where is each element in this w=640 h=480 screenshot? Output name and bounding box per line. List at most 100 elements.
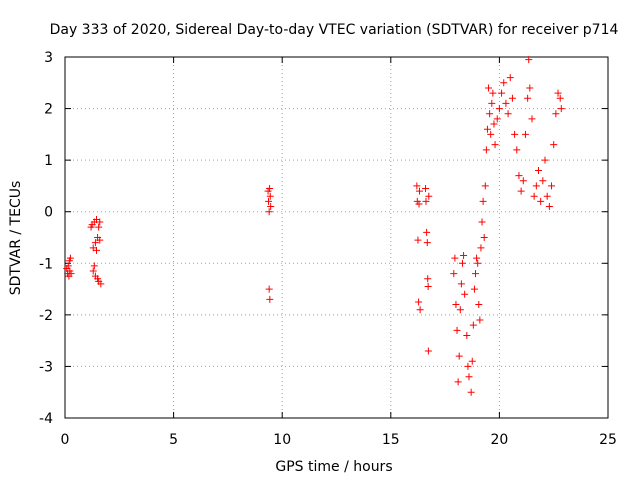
data-point bbox=[467, 388, 475, 396]
data-point bbox=[488, 99, 496, 107]
data-point bbox=[502, 99, 510, 107]
data-point bbox=[557, 105, 565, 113]
y-tick-labels: -4 -3 -2 -1 0 1 2 3 bbox=[39, 50, 53, 427]
data-point bbox=[266, 185, 274, 193]
data-point bbox=[477, 244, 485, 252]
grid-lines bbox=[65, 57, 608, 418]
data-point bbox=[480, 234, 488, 241]
data-point bbox=[498, 89, 506, 97]
data-point bbox=[486, 110, 494, 118]
data-point bbox=[92, 246, 100, 254]
data-point bbox=[519, 177, 527, 185]
y-tick-label: 3 bbox=[44, 50, 53, 66]
y-axis-label: SDTVAR / TECUs bbox=[8, 181, 24, 296]
data-point bbox=[521, 130, 529, 138]
data-point bbox=[415, 298, 423, 306]
data-point bbox=[453, 326, 461, 334]
data-point bbox=[472, 270, 480, 278]
data-point bbox=[456, 306, 464, 314]
data-point bbox=[89, 267, 97, 275]
data-point bbox=[526, 84, 534, 92]
data-point bbox=[267, 203, 275, 211]
data-point bbox=[424, 282, 432, 290]
data-point bbox=[481, 182, 489, 190]
data-point bbox=[548, 182, 556, 190]
data-point bbox=[504, 110, 512, 118]
data-point bbox=[489, 89, 497, 97]
data-point bbox=[422, 197, 430, 205]
data-point bbox=[452, 301, 460, 309]
data-point bbox=[265, 285, 273, 293]
data-point bbox=[550, 141, 558, 149]
data-point bbox=[539, 177, 547, 185]
data-point bbox=[474, 259, 482, 267]
data-point bbox=[423, 239, 431, 247]
data-point bbox=[517, 187, 525, 195]
data-point bbox=[537, 197, 545, 205]
data-point bbox=[468, 357, 476, 365]
x-tick-label: 5 bbox=[169, 432, 178, 448]
data-point bbox=[500, 79, 508, 87]
data-point bbox=[96, 218, 104, 226]
data-point bbox=[476, 316, 484, 324]
data-point bbox=[469, 321, 477, 329]
data-point bbox=[455, 352, 463, 360]
data-point bbox=[530, 192, 538, 200]
data-point bbox=[460, 252, 468, 260]
x-tick-label: 10 bbox=[273, 432, 291, 448]
data-point bbox=[463, 331, 471, 339]
data-point bbox=[528, 115, 536, 123]
x-tick-labels: 0 5 10 15 20 25 bbox=[61, 432, 617, 448]
data-point bbox=[495, 105, 503, 113]
data-point bbox=[490, 120, 498, 128]
data-point bbox=[425, 192, 433, 200]
data-point bbox=[515, 172, 523, 180]
y-tick-label: 2 bbox=[44, 102, 53, 118]
data-point bbox=[543, 192, 551, 200]
data-point bbox=[524, 94, 532, 102]
data-point bbox=[487, 130, 495, 138]
data-point bbox=[265, 208, 273, 216]
data-point bbox=[64, 262, 72, 270]
data-point bbox=[413, 182, 421, 190]
data-point bbox=[479, 197, 487, 205]
data-point bbox=[493, 115, 501, 123]
data-point bbox=[478, 218, 486, 226]
data-point bbox=[424, 275, 432, 283]
y-tick-label: -4 bbox=[39, 411, 53, 427]
data-point bbox=[415, 200, 423, 208]
data-point bbox=[423, 228, 431, 236]
data-point bbox=[90, 262, 98, 270]
data-point bbox=[508, 94, 516, 102]
data-point bbox=[461, 290, 469, 298]
y-tick-label: -1 bbox=[39, 256, 53, 272]
x-tick-label: 20 bbox=[490, 432, 508, 448]
x-axis-label: GPS time / hours bbox=[275, 459, 392, 475]
data-point bbox=[465, 373, 473, 381]
data-point bbox=[511, 130, 519, 138]
data-point bbox=[416, 306, 424, 314]
x-tick-label: 15 bbox=[382, 432, 400, 448]
data-point bbox=[91, 239, 99, 247]
x-tick-label: 0 bbox=[61, 432, 70, 448]
data-point bbox=[450, 270, 458, 278]
data-point bbox=[422, 185, 430, 193]
data-point bbox=[483, 125, 491, 133]
data-point bbox=[414, 236, 422, 244]
chart-title: Day 333 of 2020, Sidereal Day-to-day VTE… bbox=[50, 22, 619, 38]
y-tick-label: -3 bbox=[39, 359, 53, 375]
data-point bbox=[458, 259, 466, 267]
axis-ticks bbox=[64, 56, 609, 419]
plot-frame bbox=[64, 56, 609, 419]
data-point bbox=[545, 203, 553, 211]
data-point bbox=[552, 110, 560, 118]
data-point bbox=[470, 285, 478, 293]
data-point bbox=[96, 236, 104, 244]
data-point bbox=[534, 166, 542, 174]
x-tick-label: 25 bbox=[599, 432, 617, 448]
data-point bbox=[513, 146, 521, 154]
data-point bbox=[532, 182, 540, 190]
data-point bbox=[454, 378, 462, 386]
data-point bbox=[265, 197, 273, 205]
